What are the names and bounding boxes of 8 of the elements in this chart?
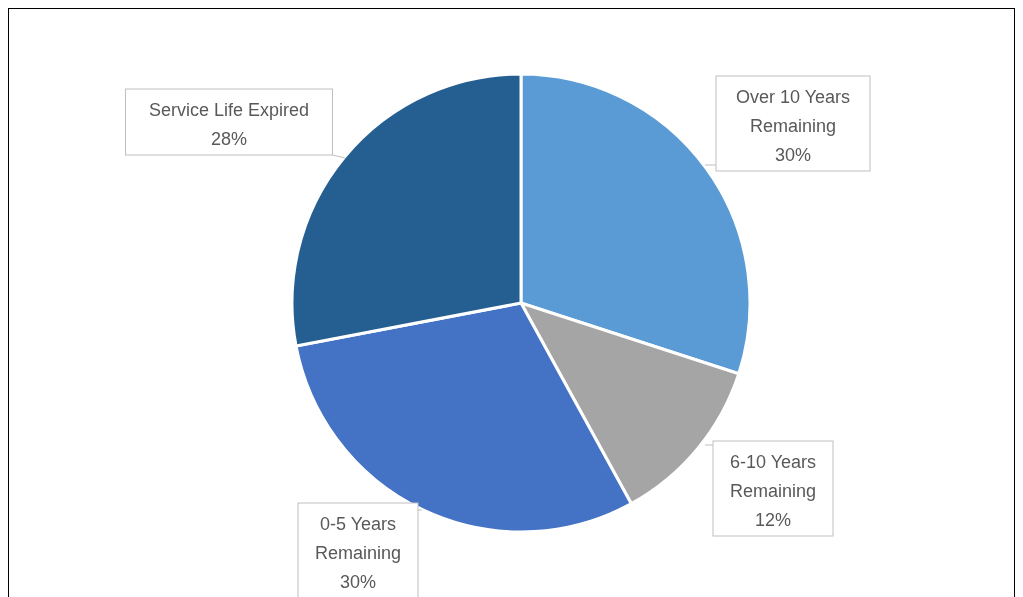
slice-label: Over 10 Years Remaining: [735, 87, 851, 136]
data-label: 12%: [754, 510, 792, 530]
slice-label: 0-5 Years Remaining: [314, 514, 402, 563]
slice-label: Service Life Expired: [148, 100, 310, 120]
data-label: 30%: [774, 145, 812, 165]
data-label: 30%: [339, 572, 377, 592]
slice-label: 6-10 Years Remaining: [729, 452, 817, 501]
data-label: 28%: [210, 129, 248, 149]
